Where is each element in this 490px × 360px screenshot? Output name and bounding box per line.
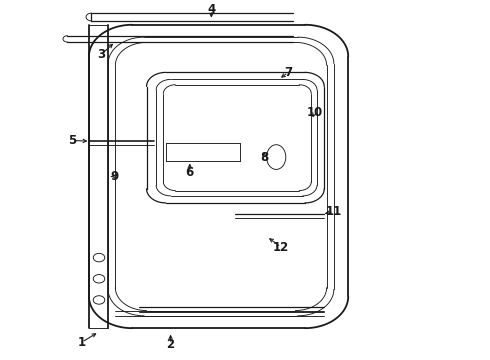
- Text: 11: 11: [326, 205, 342, 218]
- Text: 7: 7: [284, 66, 292, 79]
- Text: 6: 6: [186, 166, 194, 179]
- Text: 3: 3: [97, 48, 105, 61]
- Text: 1: 1: [78, 336, 86, 349]
- Text: 2: 2: [167, 338, 174, 351]
- Text: 12: 12: [273, 240, 289, 253]
- Text: 9: 9: [110, 170, 119, 183]
- Text: 5: 5: [68, 134, 76, 147]
- Text: 4: 4: [207, 4, 216, 17]
- Text: 10: 10: [307, 107, 323, 120]
- Text: 8: 8: [260, 150, 269, 163]
